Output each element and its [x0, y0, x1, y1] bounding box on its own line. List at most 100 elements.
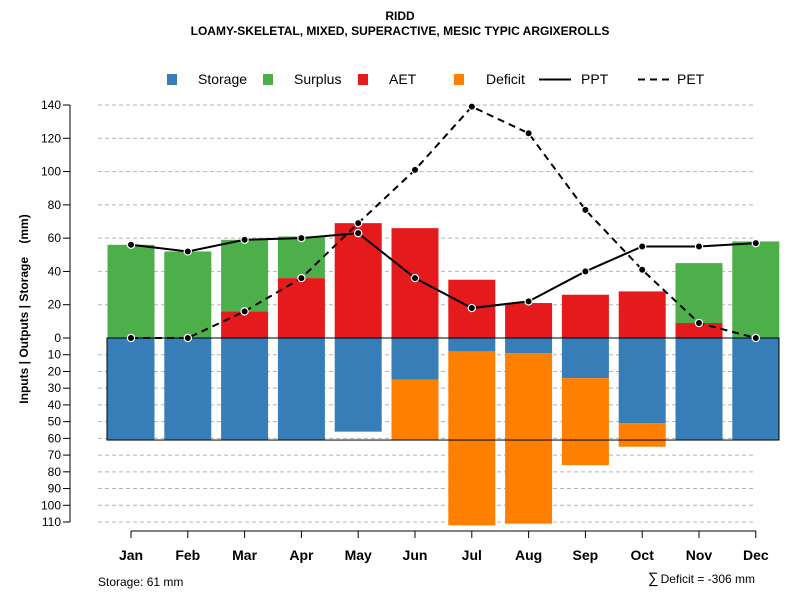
x-tick-label: Apr — [289, 547, 314, 563]
deficit-note: ∑ Deficit = -306 mm — [648, 570, 755, 587]
x-tick-label: Feb — [175, 547, 200, 563]
ppt-point — [638, 242, 647, 251]
aet-bar — [618, 291, 666, 338]
y-tick-label: 110 — [42, 515, 61, 529]
x-tick-label: Dec — [743, 547, 769, 563]
aet-bar — [277, 278, 325, 338]
surplus-bar — [107, 244, 155, 338]
x-tick-label: Jul — [462, 547, 482, 563]
y-tick-label: 30 — [48, 381, 62, 395]
ppt-point — [524, 297, 533, 306]
storage-bar — [618, 338, 666, 424]
legend-label-aet: AET — [389, 71, 417, 87]
pet-line — [131, 105, 757, 339]
deficit-bar — [448, 351, 496, 526]
aet-bar — [221, 311, 269, 338]
ppt-point — [126, 240, 136, 249]
deficit-bar — [391, 379, 439, 441]
storage-bar — [448, 338, 496, 352]
pet-point — [183, 333, 192, 343]
surplus-bar — [675, 263, 723, 324]
pet-point — [126, 333, 136, 343]
y-tick-label: 80 — [48, 198, 62, 212]
x-tick-label: Mar — [232, 547, 257, 563]
y-tick-label: 100 — [41, 165, 61, 179]
pet-point — [638, 265, 647, 274]
aet-bar — [391, 228, 439, 338]
x-tick-label: Oct — [631, 547, 655, 563]
x-tick-label: Aug — [515, 547, 542, 563]
aet-bar — [334, 223, 382, 338]
legend-key-aet — [358, 74, 368, 85]
storage-bar — [505, 338, 553, 354]
pet-point — [467, 102, 476, 111]
legend-label-surplus: Surplus — [294, 71, 342, 87]
ppt-point — [183, 247, 192, 256]
x-tick-label: May — [345, 547, 372, 563]
y-tick-label: 40 — [48, 264, 62, 278]
storage-bar — [391, 338, 439, 380]
legend-key-storage — [167, 74, 177, 85]
storage-note: Storage: 61 mm — [98, 575, 184, 589]
legend-label-deficit: Deficit — [486, 71, 525, 87]
ppt-point — [410, 273, 420, 283]
x-tick-label: Sep — [573, 547, 599, 563]
y-tick-label: 60 — [48, 231, 62, 245]
storage-bar — [561, 338, 609, 379]
ppt-point — [467, 303, 476, 313]
y-tick-label: 20 — [48, 298, 62, 312]
ppt-point — [297, 233, 306, 243]
y-tick-label: 60 — [48, 431, 62, 445]
pet-point — [751, 333, 761, 343]
y-tick-label: 90 — [48, 482, 62, 496]
deficit-bar — [505, 353, 553, 524]
aet-bar — [561, 294, 609, 338]
deficit-bar — [618, 423, 666, 447]
ppt-point — [354, 228, 363, 238]
x-tick-label: Nov — [686, 547, 713, 563]
y-tick-label: 20 — [48, 364, 62, 378]
pet-point — [694, 318, 704, 328]
ppt-line — [130, 232, 756, 310]
storage-bar — [277, 338, 325, 441]
ppt-point — [581, 267, 590, 276]
chart-subtitle: LOAMY-SKELETAL, MIXED, SUPERACTIVE, MESI… — [190, 24, 610, 38]
legend-label-storage: Storage — [198, 71, 248, 87]
y-tick-label: 50 — [48, 415, 62, 429]
y-tick-label: 10 — [48, 348, 62, 362]
legend-key-surplus — [263, 74, 273, 85]
y-tick-label: 80 — [48, 465, 62, 479]
y-axis-label: Inputs | Outputs | Storage (mm) — [17, 214, 31, 403]
storage-bar — [675, 338, 723, 441]
pet-point — [297, 273, 306, 283]
y-tick-label: 120 — [41, 131, 61, 145]
y-tick-label: 40 — [48, 398, 62, 412]
legend-key-deficit — [454, 74, 464, 85]
pet-point — [354, 218, 363, 228]
pet-point — [410, 165, 420, 175]
x-tick-label: Jun — [403, 547, 428, 563]
storage-bar — [107, 338, 155, 441]
y-tick-label: 70 — [48, 448, 62, 462]
storage-bar — [732, 338, 780, 441]
pet-point — [240, 307, 249, 316]
legend-label-pet: PET — [677, 71, 705, 87]
surplus-bar — [277, 236, 325, 279]
y-tick-label: 100 — [41, 498, 61, 512]
pet-point — [581, 205, 590, 215]
ppt-point — [240, 235, 249, 245]
x-tick-label: Jan — [119, 547, 143, 563]
surplus-bar — [221, 239, 269, 312]
storage-bar — [334, 338, 382, 432]
surplus-bar — [732, 241, 780, 338]
ppt-point — [751, 238, 761, 248]
deficit-note-text: Deficit = -306 mm — [660, 572, 755, 586]
storage-bar — [164, 338, 212, 441]
legend-label-ppt: PPT — [581, 71, 609, 87]
pet-point — [524, 129, 533, 138]
ppt-point — [694, 242, 704, 251]
surplus-bar — [164, 251, 212, 338]
y-tick-label: 140 — [41, 98, 61, 112]
